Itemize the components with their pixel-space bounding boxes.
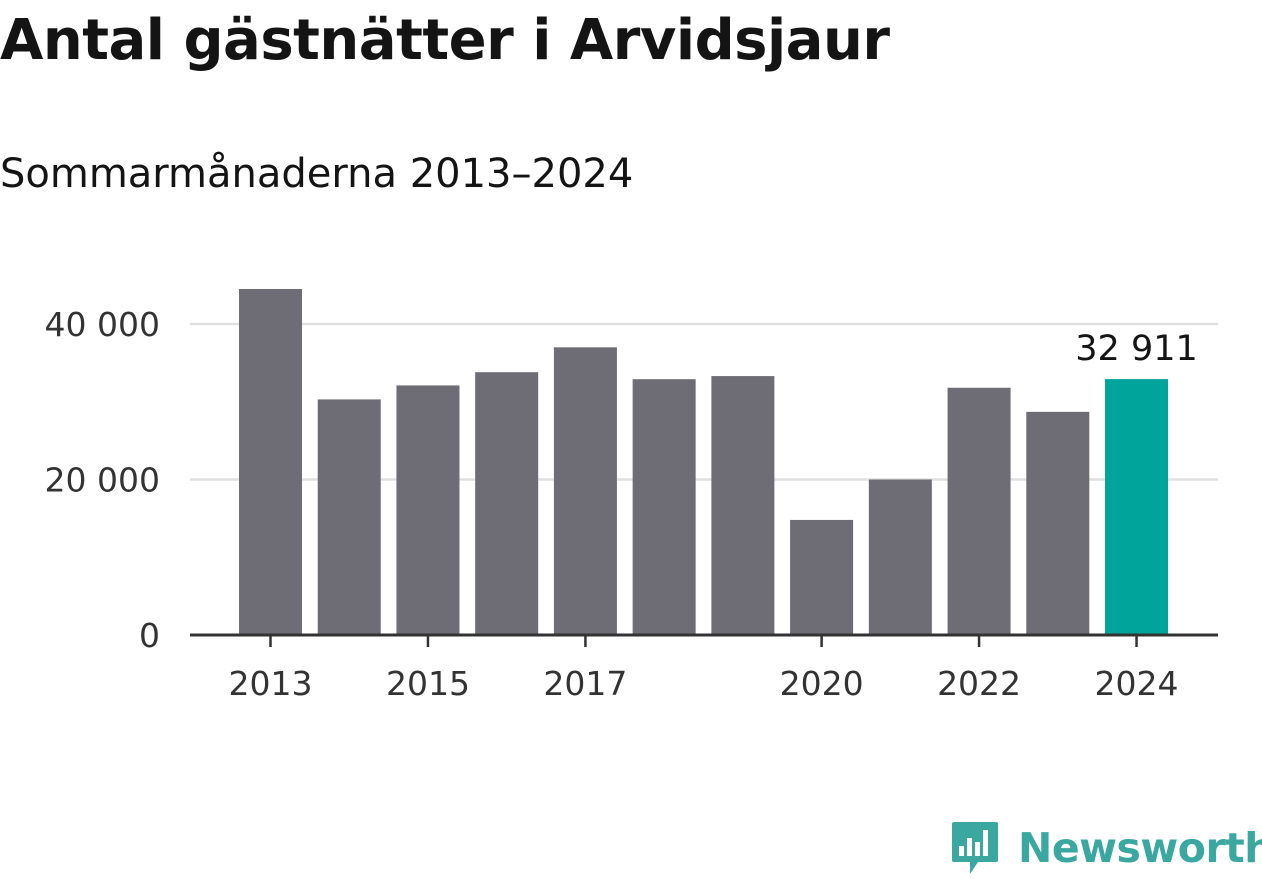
chart-title: Antal gästnätter i Arvidsjaur [0,8,890,73]
x-tick-label: 2017 [543,664,627,703]
bar-2024 [1105,379,1169,635]
annotations: 32 911 [1075,329,1197,369]
bar-2014 [317,399,381,635]
x-axis: 2013 2015 2017 2020 2022 2024 [190,633,1218,703]
newsworthy-logo: Newsworthy [950,818,1262,878]
y-tick-label: 20 000 [45,460,160,499]
bar-2023 [1026,411,1090,635]
bar-2019 [711,376,775,635]
newsworthy-logo-icon [952,822,998,874]
newsworthy-logo-text: Newsworthy [1018,824,1262,872]
bar-2022 [947,387,1011,635]
chart-subtitle: Sommarmånaderna 2013–2024 [0,151,634,197]
bar-2017 [553,347,617,635]
bars [239,289,1169,635]
y-tick-label: 0 [139,616,160,655]
y-axis-labels: 0 20 000 40 000 [45,305,160,655]
bar-2018 [632,379,696,635]
bar-2016 [475,372,539,635]
bar-2020 [790,519,854,635]
data-label: 32 911 [1075,329,1197,369]
bar-2015 [396,385,460,635]
bar-2021 [868,479,932,635]
x-tick-label: 2020 [780,664,864,703]
bar-2013 [239,289,302,635]
x-tick-label: 2015 [386,664,470,703]
x-tick-label: 2024 [1095,664,1179,703]
x-tick-label: 2013 [229,664,313,703]
y-tick-label: 40 000 [45,305,160,344]
x-tick-label: 2022 [937,664,1021,703]
